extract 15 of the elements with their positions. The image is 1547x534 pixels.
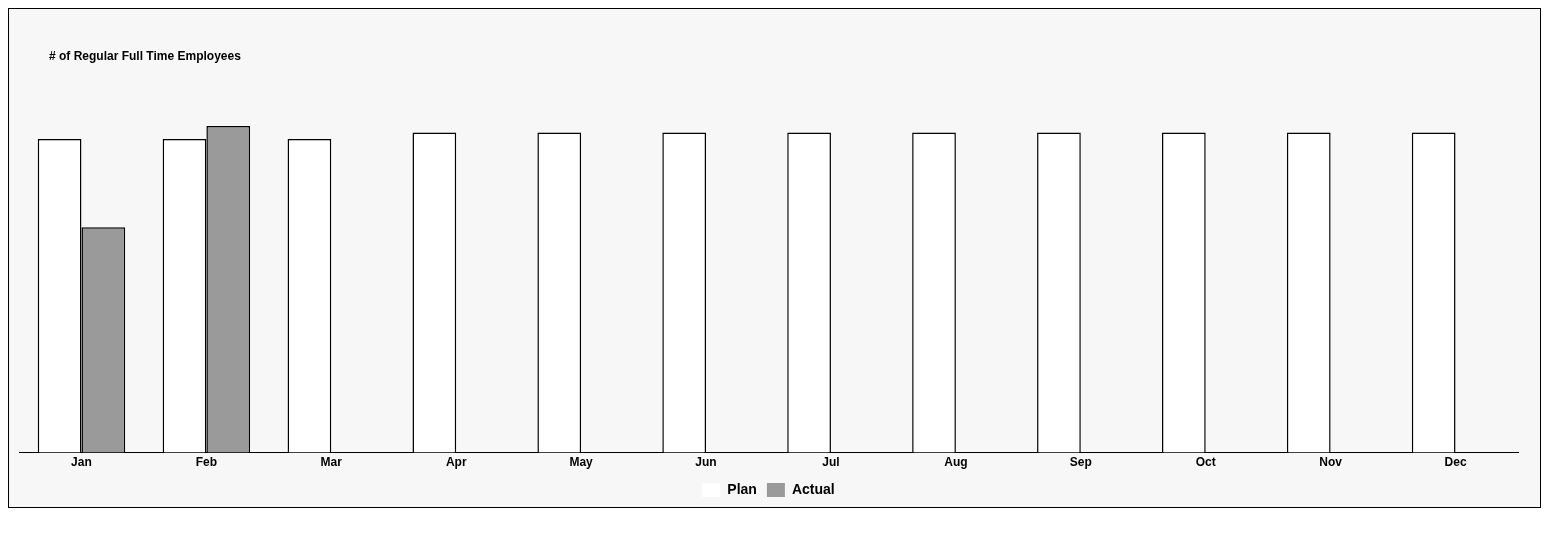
x-tick-label: Mar [320, 455, 343, 470]
x-tick-label: Oct [1195, 455, 1216, 470]
x-tick-label: Aug [944, 455, 968, 470]
legend-label: Plan [727, 480, 757, 497]
text: # of Regular Full Time Employees [48, 48, 242, 65]
x-tick-label: Nov [1319, 455, 1343, 470]
x-tick-label: May [569, 455, 594, 470]
legend-label: Actual [791, 480, 835, 497]
x-tick-label: Feb [195, 455, 218, 470]
x-tick-label: Jul [822, 455, 840, 470]
x-tick-label: Dec [1444, 455, 1467, 470]
x-tick-label: Apr [445, 455, 467, 470]
x-tick-label: Jun [695, 455, 717, 470]
x-tick-label: Jan [71, 455, 92, 470]
x-tick-label: Sep [1069, 455, 1092, 470]
